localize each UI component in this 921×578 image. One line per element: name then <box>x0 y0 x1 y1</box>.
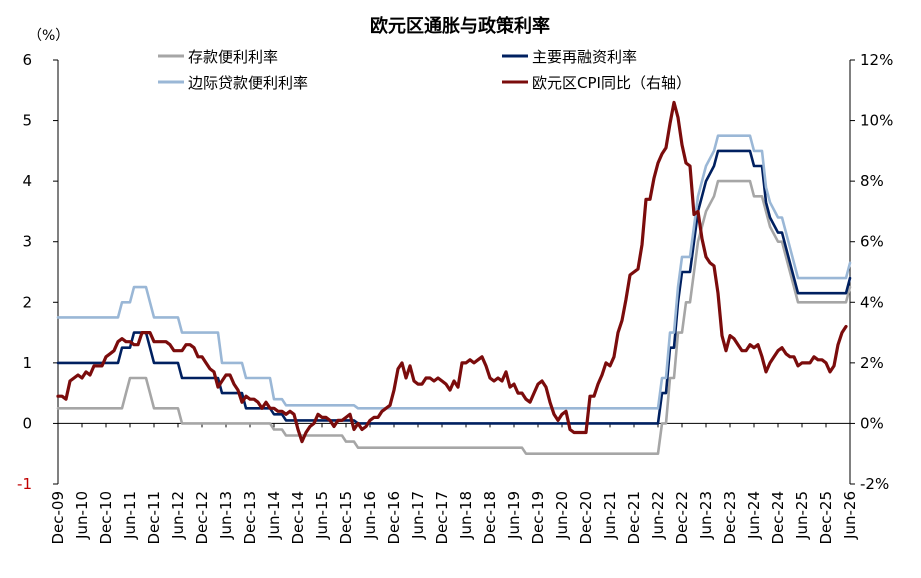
x-tick-label: Jun-19 <box>505 491 523 540</box>
left-tick-label: 5 <box>22 112 32 130</box>
x-tick-label: Jun-11 <box>121 491 139 540</box>
x-tick-label: Dec-13 <box>241 491 259 545</box>
x-tick-label: Dec-15 <box>337 491 355 545</box>
x-tick-label: Dec-24 <box>769 491 787 545</box>
x-tick-label: Jun-21 <box>601 491 619 540</box>
x-tick-label: Dec-10 <box>97 491 115 545</box>
x-tick-label: Dec-11 <box>145 491 163 545</box>
left-tick-label: 1 <box>22 354 32 372</box>
legend-label-1: 主要再融资利率 <box>532 48 637 66</box>
left-tick-label: 3 <box>22 233 32 251</box>
right-tick-label: 2% <box>860 354 884 372</box>
left-tick-label: 4 <box>22 172 32 190</box>
series-line-3 <box>56 100 848 444</box>
x-tick-label: Dec-18 <box>481 491 499 545</box>
right-tick-label: 4% <box>860 293 884 311</box>
x-tick-label: Jun-22 <box>649 491 667 540</box>
x-tick-label: Jun-18 <box>457 491 475 540</box>
right-tick-label: 12% <box>860 51 893 69</box>
left-tick-label: 6 <box>22 51 32 69</box>
x-tick-label: Jun-13 <box>217 491 235 540</box>
series-line-0 <box>56 179 852 455</box>
x-tick-label: Jun-25 <box>793 491 811 540</box>
x-tick-label: Jun-14 <box>265 491 283 540</box>
x-tick-label: Jun-26 <box>841 491 859 540</box>
right-tick-label: 8% <box>860 172 884 190</box>
x-tick-label: Dec-21 <box>625 491 643 545</box>
right-tick-label: 6% <box>860 233 884 251</box>
x-tick-label: Jun-23 <box>697 491 715 540</box>
right-tick-label: 0% <box>860 414 884 432</box>
left-axis-unit: （%） <box>28 28 69 44</box>
legend-label-3: 欧元区CPI同比（右轴） <box>532 74 691 92</box>
x-tick-label: Dec-17 <box>433 491 451 545</box>
x-tick-label: Dec-20 <box>577 491 595 545</box>
legend-label-0: 存款便利利率 <box>188 48 278 66</box>
series-line-1 <box>56 149 852 425</box>
x-tick-label: Dec-14 <box>289 491 307 545</box>
left-tick-label: 0 <box>22 414 32 432</box>
x-tick-label: Jun-17 <box>409 491 427 540</box>
x-tick-label: Dec-22 <box>673 491 691 545</box>
plot-area: -1 0 1 2 3 4 5 6 -2% 0% 2% 4% 6% 8% 10% 12% Dec-09 Jun-10… <box>17 51 893 545</box>
x-tick-label: Jun-20 <box>553 491 571 540</box>
x-tick-label: Dec-09 <box>49 491 67 545</box>
x-tick-label: Dec-23 <box>721 491 739 545</box>
chart-title: 欧元区通胀与政策利率 <box>370 15 550 37</box>
right-tick-label: -2% <box>860 475 889 493</box>
x-tick-label: Jun-16 <box>361 491 379 540</box>
left-tick-label: 2 <box>22 293 32 311</box>
legend-label-2: 边际贷款便利利率 <box>188 74 308 92</box>
x-tick-label: Dec-25 <box>817 491 835 545</box>
x-tick-label: Jun-10 <box>73 491 91 540</box>
series-line-2 <box>56 134 852 410</box>
right-tick-label: 10% <box>860 112 893 130</box>
left-tick-label: -1 <box>17 475 32 493</box>
x-tick-label: Dec-16 <box>385 491 403 545</box>
x-tick-label: Jun-24 <box>745 491 763 540</box>
x-tick-label: Dec-12 <box>193 491 211 545</box>
x-tick-label: Dec-19 <box>529 491 547 545</box>
x-tick-label: Jun-15 <box>313 491 331 540</box>
x-tick-label: Jun-12 <box>169 491 187 540</box>
